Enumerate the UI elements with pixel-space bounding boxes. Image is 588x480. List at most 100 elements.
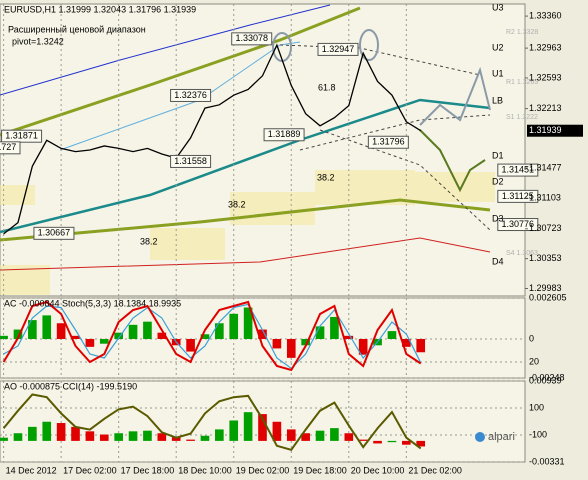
histogram-bar [315, 326, 325, 339]
x-tick-label: 21 Dec 02:00 [408, 465, 462, 475]
y-tick-label: 20 [529, 356, 539, 366]
x-tick-label: 17 Dec 02:00 [63, 465, 117, 475]
price-annotation: 1.31796 [372, 137, 405, 147]
y-tick-label: 1.30353 [529, 253, 562, 263]
histogram-bar [85, 431, 95, 441]
x-tick-label: 19 Dec 18:00 [293, 465, 347, 475]
histogram-bar [28, 320, 37, 339]
histogram-bar [56, 423, 66, 441]
level-label: D2 [492, 176, 504, 186]
histogram-bar [42, 315, 52, 339]
logo-icon [475, 432, 485, 442]
histogram-bar [272, 421, 282, 441]
histogram-bar [186, 439, 195, 441]
histogram-bar [200, 334, 210, 339]
price-annotation-box [317, 42, 359, 56]
y-tick-label: -100 [529, 429, 547, 439]
histogram-bar [114, 332, 123, 339]
histogram-bar [186, 338, 195, 352]
fib-label: 61.8 [318, 82, 336, 92]
y-tick-label: 1.32593 [529, 72, 562, 82]
price-annotation-box [231, 32, 273, 46]
pivot-label: S4 1.3063 [506, 250, 538, 257]
histogram-bar [114, 433, 123, 441]
x-tick-label: 20 Dec 10:00 [351, 465, 405, 475]
indicator-line [3, 303, 422, 370]
current-price-box [527, 124, 583, 137]
histogram-bar [301, 338, 310, 346]
fib-label: 38.2 [228, 199, 246, 209]
histogram-bar [157, 332, 167, 339]
x-tick-label: 19 Dec 02:00 [236, 465, 290, 475]
y-tick-label: -0.00248 [529, 372, 565, 382]
histogram-bar [301, 433, 310, 441]
histogram-bar [99, 338, 109, 344]
histogram-bar [42, 421, 52, 441]
histogram-bar [157, 433, 167, 441]
histogram-bar [200, 435, 210, 441]
price-annotation-box [367, 135, 409, 149]
price-annotation-box [263, 128, 305, 142]
channel-line [0, 4, 331, 96]
current-price-label: 1.31939 [529, 125, 562, 135]
histogram-bar [330, 316, 339, 339]
fib-label: 38.2 [140, 236, 158, 246]
histogram-bar [229, 420, 239, 441]
price-annotation-box [0, 141, 21, 155]
price-annotation: 1.33078 [235, 33, 268, 43]
pivot-label: R1 1.3263 [506, 79, 538, 86]
level-label: LB [492, 95, 503, 105]
histogram-bar [85, 338, 95, 347]
pivot-label: S1 1.3222 [506, 114, 538, 121]
price-annotation: 1.31558 [174, 156, 207, 166]
histogram-bar [358, 338, 368, 355]
y-tick-label: 0.00939 [529, 375, 562, 385]
histogram-bar [99, 434, 109, 441]
histogram-bar [128, 324, 138, 339]
histogram-bar [286, 338, 296, 358]
histogram-bar [344, 335, 354, 339]
zone [0, 185, 35, 205]
histogram-bar [13, 329, 23, 339]
histogram-bar [215, 323, 224, 339]
x-tick-label: 14 Dec 2012 [6, 465, 57, 475]
pivot-label: R2 1.3328 [506, 29, 538, 36]
forecast-line [419, 66, 491, 126]
channel-line [299, 114, 491, 151]
zone [230, 192, 315, 225]
level-label: U3 [492, 2, 504, 12]
channel-line [0, 6, 361, 137]
histogram-bar [416, 338, 426, 353]
level-label: U1 [492, 68, 504, 78]
histogram-bar [387, 331, 397, 339]
x-tick-label: 18 Dec 10:00 [178, 465, 232, 475]
indicator-line [2, 393, 422, 452]
histogram-bar [171, 437, 181, 441]
histogram-bar [286, 429, 296, 441]
y-tick-label: 1.32963 [529, 42, 562, 52]
price-annotation: 1.32947 [322, 44, 355, 54]
level-label: D1 [492, 150, 504, 160]
price-annotation: 1.32376 [174, 90, 207, 100]
histogram-bar [243, 412, 253, 441]
histogram-bar [28, 426, 37, 441]
histogram-bar [215, 429, 224, 441]
histogram-bar [373, 440, 382, 444]
histogram-bar [128, 431, 138, 441]
histogram-bar [243, 307, 253, 339]
price-annotation: 1.31451 [502, 164, 535, 174]
y-tick-label: 1.31103 [529, 193, 561, 203]
y-tick-label: 1.31477 [529, 162, 562, 172]
panel-title: AC -0.000844 Stoch(5,3,3) 18.1384 18.993… [4, 298, 181, 308]
channel-line [319, 129, 491, 231]
y-tick-label: 100 [529, 402, 544, 412]
y-tick-label: 0.002605 [529, 292, 567, 302]
histogram-bar [143, 321, 152, 339]
histogram-bar [402, 440, 411, 445]
histogram-bar [0, 335, 8, 339]
histogram-bar [402, 338, 411, 347]
histogram-bar [0, 437, 8, 441]
price-annotation-box [1, 129, 43, 143]
channel-line [0, 237, 491, 271]
